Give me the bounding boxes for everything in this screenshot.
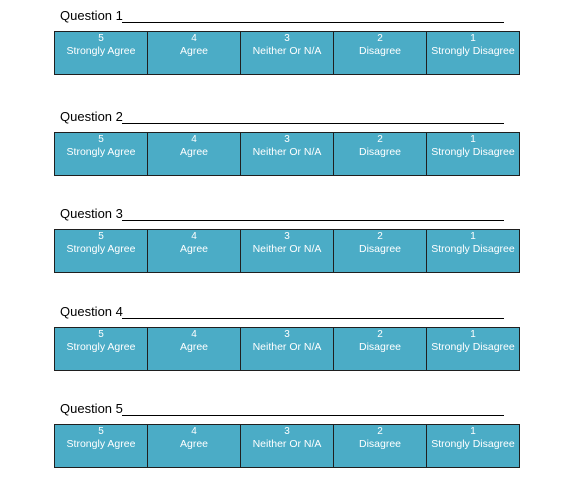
scale-option-1[interactable]: 1 Strongly Disagree <box>426 424 520 468</box>
scale-value: 1 <box>470 426 476 437</box>
question-line: Question 4 <box>60 303 504 321</box>
scale-value: 1 <box>470 231 476 242</box>
question-line: Question 1 <box>60 7 504 25</box>
scale-label: Agree <box>179 438 209 450</box>
likert-scale: 5 Strongly Agree 4 Agree 3 Neither Or N/A 2… <box>54 229 520 273</box>
scale-option-1[interactable]: 1 Strongly Disagree <box>426 327 520 371</box>
scale-value: 5 <box>98 426 104 437</box>
scale-option-2[interactable]: 2 Disagree <box>333 31 427 75</box>
scale-option-3[interactable]: 3 Neither Or N/A <box>240 132 334 176</box>
scale-value: 1 <box>470 33 476 44</box>
scale-option-1[interactable]: 1 Strongly Disagree <box>426 229 520 273</box>
scale-label: Strongly Disagree <box>431 438 515 450</box>
scale-option-3[interactable]: 3 Neither Or N/A <box>240 424 334 468</box>
answer-underline[interactable] <box>122 318 504 319</box>
scale-option-4[interactable]: 4 Agree <box>147 424 241 468</box>
question-label: Question 4 <box>60 304 123 319</box>
scale-value: 3 <box>284 134 290 145</box>
scale-option-3[interactable]: 3 Neither Or N/A <box>240 229 334 273</box>
scale-value: 5 <box>98 33 104 44</box>
scale-value: 3 <box>284 329 290 340</box>
scale-value: 4 <box>191 134 197 145</box>
scale-label: Disagree <box>358 146 402 158</box>
scale-value: 4 <box>191 33 197 44</box>
scale-label: Strongly Agree <box>66 341 136 353</box>
scale-label: Strongly Disagree <box>431 341 515 353</box>
scale-label: Neither Or N/A <box>252 243 322 255</box>
scale-label: Disagree <box>358 243 402 255</box>
scale-label: Neither Or N/A <box>252 146 322 158</box>
scale-value: 5 <box>98 134 104 145</box>
scale-label: Agree <box>179 341 209 353</box>
scale-value: 5 <box>98 329 104 340</box>
question-line: Question 3 <box>60 205 504 223</box>
scale-option-2[interactable]: 2 Disagree <box>333 424 427 468</box>
scale-label: Strongly Agree <box>66 45 136 57</box>
answer-underline[interactable] <box>122 220 504 221</box>
answer-underline[interactable] <box>122 22 504 23</box>
question-line: Question 2 <box>60 108 504 126</box>
scale-option-2[interactable]: 2 Disagree <box>333 229 427 273</box>
answer-underline[interactable] <box>122 123 504 124</box>
scale-label: Neither Or N/A <box>252 438 322 450</box>
scale-option-2[interactable]: 2 Disagree <box>333 132 427 176</box>
scale-label: Agree <box>179 146 209 158</box>
scale-option-4[interactable]: 4 Agree <box>147 31 241 75</box>
scale-option-5[interactable]: 5 Strongly Agree <box>54 31 148 75</box>
answer-underline[interactable] <box>122 415 504 416</box>
scale-option-5[interactable]: 5 Strongly Agree <box>54 327 148 371</box>
likert-scale: 5 Strongly Agree 4 Agree 3 Neither Or N/A 2… <box>54 132 520 176</box>
scale-value: 1 <box>470 329 476 340</box>
scale-value: 3 <box>284 33 290 44</box>
scale-option-1[interactable]: 1 Strongly Disagree <box>426 31 520 75</box>
scale-option-2[interactable]: 2 Disagree <box>333 327 427 371</box>
scale-option-4[interactable]: 4 Agree <box>147 229 241 273</box>
scale-label: Disagree <box>358 438 402 450</box>
scale-label: Strongly Agree <box>66 146 136 158</box>
scale-label: Strongly Disagree <box>431 45 515 57</box>
likert-scale: 5 Strongly Agree 4 Agree 3 Neither Or N/A 2… <box>54 327 520 371</box>
scale-value: 2 <box>377 329 383 340</box>
scale-option-4[interactable]: 4 Agree <box>147 132 241 176</box>
scale-value: 2 <box>377 134 383 145</box>
scale-option-1[interactable]: 1 Strongly Disagree <box>426 132 520 176</box>
scale-option-5[interactable]: 5 Strongly Agree <box>54 229 148 273</box>
question-label: Question 2 <box>60 109 123 124</box>
question-line: Question 5 <box>60 400 504 418</box>
scale-label: Neither Or N/A <box>252 341 322 353</box>
scale-label: Strongly Agree <box>66 438 136 450</box>
scale-value: 3 <box>284 231 290 242</box>
scale-label: Strongly Agree <box>66 243 136 255</box>
scale-value: 2 <box>377 33 383 44</box>
scale-option-3[interactable]: 3 Neither Or N/A <box>240 327 334 371</box>
scale-value: 4 <box>191 426 197 437</box>
scale-value: 4 <box>191 231 197 242</box>
scale-label: Strongly Disagree <box>431 243 515 255</box>
scale-label: Neither Or N/A <box>252 45 322 57</box>
scale-value: 1 <box>470 134 476 145</box>
scale-value: 3 <box>284 426 290 437</box>
scale-option-3[interactable]: 3 Neither Or N/A <box>240 31 334 75</box>
question-label: Question 3 <box>60 206 123 221</box>
scale-option-5[interactable]: 5 Strongly Agree <box>54 424 148 468</box>
question-label: Question 1 <box>60 8 123 23</box>
scale-option-5[interactable]: 5 Strongly Agree <box>54 132 148 176</box>
scale-label: Strongly Disagree <box>431 146 515 158</box>
likert-scale: 5 Strongly Agree 4 Agree 3 Neither Or N/A 2… <box>54 424 520 468</box>
scale-value: 2 <box>377 426 383 437</box>
likert-scale: 5 Strongly Agree 4 Agree 3 Neither Or N/A 2… <box>54 31 520 75</box>
scale-option-4[interactable]: 4 Agree <box>147 327 241 371</box>
scale-label: Agree <box>179 45 209 57</box>
scale-value: 4 <box>191 329 197 340</box>
scale-value: 5 <box>98 231 104 242</box>
scale-label: Disagree <box>358 45 402 57</box>
scale-label: Agree <box>179 243 209 255</box>
question-label: Question 5 <box>60 401 123 416</box>
scale-value: 2 <box>377 231 383 242</box>
scale-label: Disagree <box>358 341 402 353</box>
